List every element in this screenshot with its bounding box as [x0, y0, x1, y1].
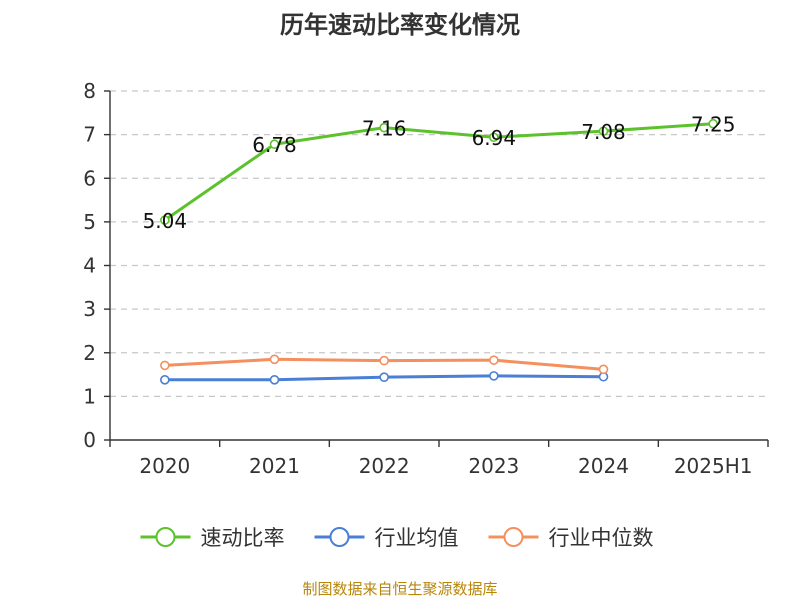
source-note: 制图数据来自恒生聚源数据库: [302, 580, 497, 598]
legend-item[interactable]: 行业均值: [314, 526, 459, 550]
y-tick-label: 6: [83, 166, 96, 190]
data-point: [269, 139, 280, 150]
data-point: [269, 374, 280, 385]
data-label: 5.04: [143, 209, 188, 233]
legend-swatch-marker: [155, 527, 176, 547]
data-label: 7.08: [581, 120, 626, 144]
data-point: [489, 371, 499, 381]
x-tick-label: 2023: [468, 454, 519, 478]
y-tick-label: 7: [83, 123, 96, 147]
data-label: 7.16: [362, 117, 407, 141]
data-point: [160, 360, 170, 371]
data-point: [598, 126, 609, 136]
legend-label: 速动比率: [201, 526, 285, 550]
legend-label: 行业中位数: [549, 526, 654, 550]
axes: 0 1 2 3 4 5 6 7 8 2020 2021 2022 2023 2024 2025H1: [83, 79, 769, 478]
data-label: 6.94: [472, 126, 517, 150]
data-point: [379, 122, 389, 133]
grid-lines: [110, 90, 768, 397]
data-point: [379, 372, 389, 382]
data-point: [708, 118, 718, 129]
data-point: [489, 355, 499, 365]
legend-item[interactable]: 行业中位数: [488, 526, 654, 550]
x-tick-label: 2025H1: [674, 454, 753, 478]
legend-label: 行业均值: [375, 526, 459, 550]
y-tick-label: 5: [83, 210, 96, 234]
x-tick-label: 2024: [578, 454, 629, 478]
data-labels: 5.04 6.78 7.16 6.94 7.08 7.25: [143, 113, 736, 233]
legend-item[interactable]: 速动比率: [140, 526, 285, 550]
x-tick-label: 2022: [359, 454, 410, 478]
chart-title: 历年速动比率变化情况: [280, 11, 520, 39]
legend[interactable]: 速动比率 行业均值 行业中位数: [140, 526, 654, 550]
data-point: [489, 132, 499, 143]
legend-swatch-marker: [503, 527, 524, 547]
x-tick-label: 2021: [249, 454, 300, 478]
x-tick-label: 2020: [139, 454, 190, 478]
legend-swatch-marker: [329, 527, 350, 547]
data-label: 7.25: [691, 113, 736, 137]
y-tick-label: 4: [83, 254, 96, 278]
data-point: [160, 374, 170, 385]
y-tick-label: 0: [83, 428, 96, 452]
series: [160, 118, 718, 385]
y-tick-label: 3: [83, 297, 96, 321]
y-tick-label: 1: [83, 384, 96, 408]
data-label: 6.78: [252, 133, 297, 157]
y-tick-label: 8: [83, 79, 96, 103]
y-tick-label: 2: [83, 341, 96, 365]
series-line: [163, 122, 714, 222]
data-point: [379, 355, 389, 366]
data-point: [160, 215, 170, 225]
data-point: [598, 364, 609, 375]
data-point: [269, 354, 280, 365]
